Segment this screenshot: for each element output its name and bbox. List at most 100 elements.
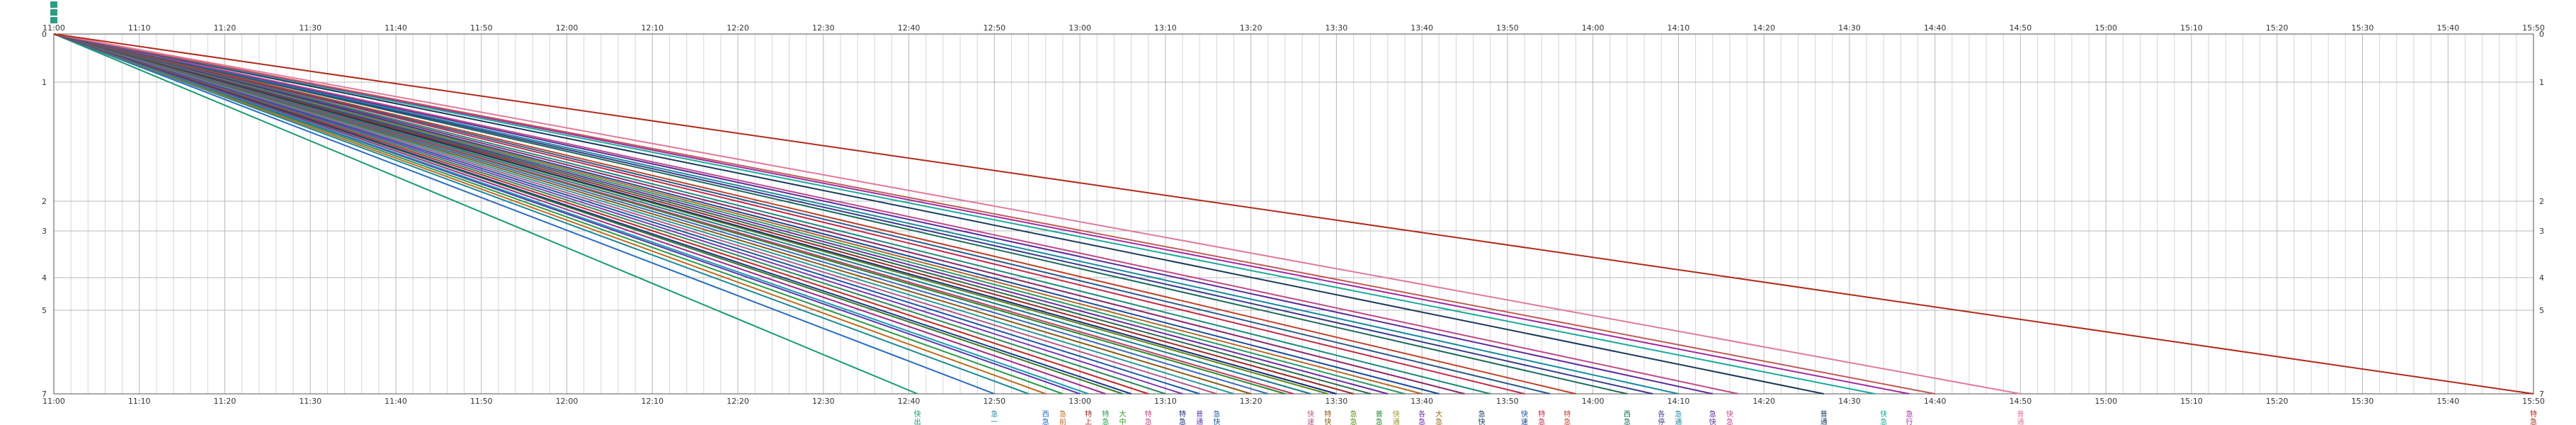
train-label: 普急急 [1376, 409, 1383, 425]
train-label: 特急 [1145, 410, 1152, 425]
x-tick-label-top: 11:20 [214, 23, 236, 33]
x-tick-label-top: 11:00 [42, 23, 65, 33]
train-line [53, 33, 1423, 395]
train-line [53, 33, 1294, 395]
y-tick-label-right: 5 [2539, 306, 2544, 315]
train-line [53, 33, 1311, 395]
x-tick-label-top: 14:50 [2010, 23, 2032, 33]
y-tick-label-left: 7 [42, 390, 47, 399]
train-label: 急快 [1478, 409, 1486, 425]
x-tick-label-top: 15:10 [2180, 23, 2203, 33]
x-tick-label-bottom: 15:20 [2266, 397, 2289, 406]
train-label: 各急行 [1418, 409, 1425, 425]
x-tick-label-top: 11:50 [470, 23, 493, 33]
train-label: 急急急 [1350, 409, 1357, 425]
x-tick-label-top: 12:00 [556, 23, 579, 33]
train-label: 各停 [1658, 409, 1665, 425]
train-label: 大急急 [1435, 409, 1442, 425]
train-label: 西急急 [1042, 411, 1049, 425]
x-tick-label-bottom: 11:50 [470, 397, 493, 406]
x-tick-label-bottom: 11:40 [384, 397, 407, 406]
x-tick-label-bottom: 12:00 [556, 397, 579, 406]
train-line [53, 33, 1047, 395]
train-line [53, 33, 1739, 395]
train-line [53, 33, 1824, 395]
train-line [53, 33, 2534, 395]
train-line [53, 33, 1713, 395]
train-line [53, 33, 1525, 395]
x-tick-label-top: 14:10 [1668, 23, 1690, 33]
train-label: 特急行 [1102, 410, 1109, 425]
series-lines [53, 33, 2534, 395]
x-tick-label-bottom: 13:20 [1240, 397, 1263, 406]
train-line [53, 33, 1491, 395]
start-marker-block [50, 1, 57, 8]
train-label: 急一 [991, 409, 998, 425]
x-tick-label-top: 13:20 [1240, 23, 1263, 33]
train-label: 特上行 [1085, 410, 1092, 425]
y-tick-label-left: 2 [42, 197, 47, 206]
train-label: 特急 [1563, 410, 1571, 425]
x-tick-label-bottom: 13:30 [1326, 397, 1348, 406]
train-line [53, 33, 1337, 395]
x-tick-label-bottom: 11:20 [214, 397, 236, 406]
train-line [53, 33, 1064, 395]
x-tick-label-top: 13:10 [1154, 23, 1177, 33]
train-line [53, 33, 1935, 395]
x-tick-label-top: 14:00 [1582, 23, 1605, 33]
x-tick-label-top: 12:50 [983, 23, 1005, 33]
y-tick-label-right: 3 [2539, 227, 2544, 236]
train-line [53, 33, 1029, 395]
x-tick-label-bottom: 11:10 [128, 397, 151, 406]
train-label: 大中各 [1119, 409, 1126, 425]
x-tick-label-top: 15:50 [2522, 23, 2545, 33]
train-label: 特急行 [1538, 410, 1545, 425]
x-tick-label-top: 13:40 [1410, 23, 1433, 33]
train-label: 快通 [1393, 410, 1400, 425]
x-tick-label-bottom: 12:10 [641, 397, 663, 406]
train-line [53, 33, 1217, 395]
x-tick-label-top: 13:50 [1496, 23, 1519, 33]
train-line [53, 33, 1269, 395]
x-tick-label-top: 11:10 [128, 23, 151, 33]
x-tick-label-top: 14:20 [1753, 23, 1775, 33]
x-tick-label-bottom: 13:50 [1496, 397, 1519, 406]
train-label: 急行 [1905, 409, 1913, 425]
y-tick-label-right: 4 [2539, 273, 2544, 283]
train-line [53, 33, 2021, 395]
train-label: 急前行 [1059, 409, 1066, 425]
train-label: 快急急 [1880, 410, 1887, 425]
y-tick-label-right: 2 [2539, 197, 2544, 206]
train-line [53, 33, 1251, 395]
x-tick-label-bottom: 14:40 [1924, 397, 1947, 406]
train-line [53, 33, 1465, 395]
x-tick-label-top: 15:20 [2266, 23, 2289, 33]
start-marker-block [50, 17, 57, 23]
x-tick-label-bottom: 15:10 [2180, 397, 2203, 406]
y-tick-label-left: 4 [42, 273, 47, 283]
x-tick-label-bottom: 11:00 [42, 397, 65, 406]
train-line [53, 33, 1371, 395]
train-label: 急通 [1675, 409, 1682, 425]
train-label: 快速急 [1307, 410, 1314, 425]
train-line [53, 33, 1089, 395]
train-line [53, 33, 1183, 395]
x-tick-label-bottom: 14:20 [1753, 397, 1775, 406]
x-tick-label-bottom: 14:00 [1582, 397, 1605, 406]
train-label: 普通急 [1196, 409, 1203, 425]
train-line [53, 33, 1551, 395]
x-tick-label-top: 14:30 [1838, 23, 1861, 33]
train-line [53, 33, 1679, 395]
x-tick-label-bottom: 15:50 [2522, 397, 2545, 406]
start-marker [50, 1, 57, 23]
y-tick-label-left: 5 [42, 306, 47, 315]
y-tick-label-right: 1 [2539, 78, 2544, 87]
x-tick-label-top: 15:30 [2352, 23, 2374, 33]
train-label: 特快 [1324, 410, 1331, 425]
train-line [53, 33, 1406, 395]
x-tick-label-top: 13:00 [1068, 23, 1091, 33]
y-tick-label-right: 7 [2539, 390, 2544, 399]
train-line [53, 33, 1106, 395]
train-label: 西急快 [1624, 411, 1631, 425]
train-label: 急快行 [1709, 409, 1716, 425]
